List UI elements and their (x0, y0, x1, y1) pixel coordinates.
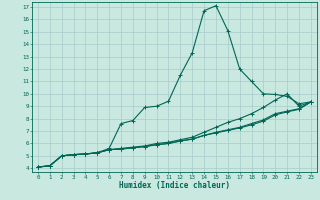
X-axis label: Humidex (Indice chaleur): Humidex (Indice chaleur) (119, 181, 230, 190)
